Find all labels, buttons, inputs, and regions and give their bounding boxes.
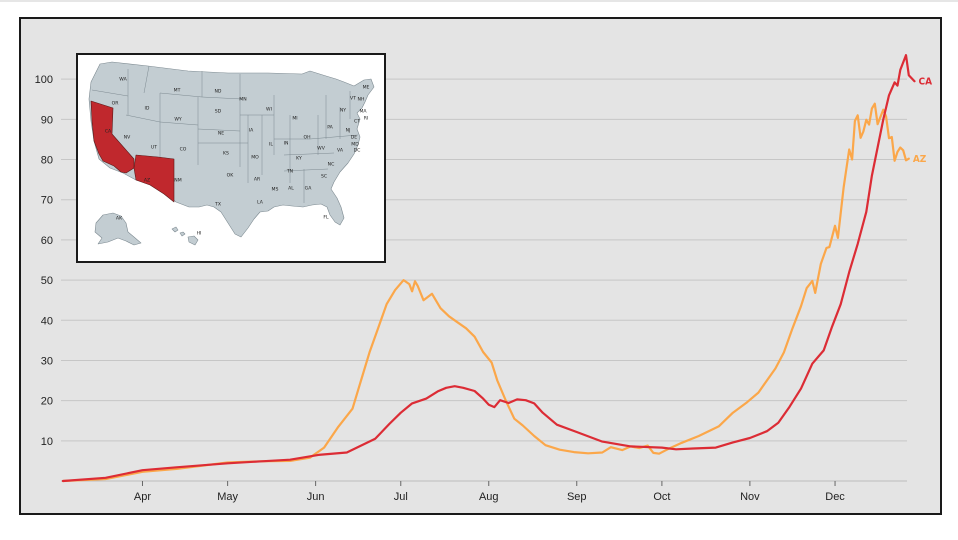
state-label-mo: MO [251, 155, 259, 161]
state-label-ct: CT [354, 119, 360, 125]
y-tick-label: 100 [35, 74, 53, 86]
state-label-va: VA [337, 148, 344, 154]
inset-map: WA OR CA NV ID MT WY UT AZ CO NM ND SD NE KS OK TX MN IA MO… [76, 53, 386, 263]
y-tick-label: 60 [41, 235, 53, 247]
x-tick-label: Dec [825, 491, 845, 503]
y-tick-label: 50 [41, 275, 53, 287]
state-label-hi: HI [197, 231, 202, 237]
state-label-tx: TX [214, 202, 221, 208]
state-label-ny: NY [340, 108, 346, 114]
state-label-ma: MA [359, 109, 367, 115]
y-tick-label: 30 [41, 355, 53, 367]
contiguous-us-shape [88, 61, 375, 238]
x-tick-label: Oct [653, 491, 670, 503]
state-label-wv: WV [317, 146, 326, 152]
state-label-wa: WA [119, 77, 127, 83]
state-label-md: MD [351, 142, 359, 148]
state-label-wy: WY [174, 117, 182, 123]
y-tick-label: 10 [41, 436, 53, 448]
series-labels: AZ CA [913, 77, 932, 166]
y-axis: 10 20 30 40 50 60 70 80 90 100 [35, 74, 53, 448]
x-tick-label: Jun [307, 491, 325, 503]
y-tick-label: 90 [41, 114, 53, 126]
state-label-in: IN [284, 141, 289, 147]
state-label-al: AL [288, 186, 294, 192]
state-label-ia: IA [249, 128, 254, 134]
state-label-sc: SC [321, 174, 327, 180]
state-label-id: ID [145, 106, 150, 112]
y-tick-label: 20 [41, 396, 53, 408]
state-label-nc: NC [328, 162, 335, 168]
state-label-ga: GA [305, 186, 313, 192]
state-label-mi: MI [292, 116, 297, 122]
state-borders [91, 65, 359, 203]
state-label-ne: NE [218, 131, 224, 137]
state-label-sd: SD [215, 109, 222, 115]
x-tick-label: Aug [479, 491, 499, 503]
arizona-shape [133, 154, 175, 203]
series-line-ca [61, 54, 916, 483]
state-label-pa: PA [327, 125, 333, 131]
state-labels: WA OR CA NV ID MT WY UT AZ CO NM ND SD NE KS OK TX MN IA MO… [105, 77, 370, 237]
state-label-dc: DC [354, 148, 361, 154]
state-label-ok: OK [227, 173, 235, 179]
state-label-ms: MS [272, 187, 279, 193]
series-lines [61, 54, 916, 483]
y-tick-label: 80 [41, 155, 53, 167]
state-label-fl: FL [323, 215, 329, 221]
us-map: WA OR CA NV ID MT WY UT AZ CO NM ND SD NE KS OK TX MN IA MO… [88, 61, 375, 246]
alaska-shape [94, 212, 142, 246]
state-label-ks: KS [223, 151, 229, 157]
top-divider [0, 0, 958, 2]
state-label-oh: OH [303, 135, 310, 141]
state-label-vt: VT [350, 96, 356, 102]
x-tick-label: Nov [740, 491, 760, 503]
x-tick-label: Apr [134, 491, 151, 503]
state-label-il: IL [269, 142, 273, 148]
state-label-ri: RI [364, 116, 369, 122]
state-label-ut: UT [151, 145, 157, 151]
state-label-de: DE [351, 135, 358, 141]
highlighted-states [90, 100, 175, 203]
y-tick-label: 70 [41, 195, 53, 207]
x-tick-label: Jul [394, 491, 408, 503]
hawaii-shape [171, 226, 199, 246]
state-label-nd: ND [215, 89, 222, 95]
state-label-wi: WI [266, 107, 272, 113]
california-shape [90, 100, 135, 174]
x-axis: Apr May Jun Jul Aug Sep Oct Nov Dec [134, 481, 845, 503]
state-label-az: AZ [144, 178, 150, 184]
x-tick-label: May [217, 491, 238, 503]
state-label-nj: NJ [346, 128, 351, 134]
series-line-az [61, 102, 910, 483]
state-label-la: LA [257, 200, 264, 206]
series-label-ca: CA [919, 77, 933, 88]
state-label-co: CO [180, 147, 187, 153]
state-label-nh: NH [358, 97, 365, 103]
y-tick-label: 40 [41, 315, 53, 327]
x-tick-label: Sep [567, 491, 587, 503]
state-label-nv: NV [124, 135, 131, 141]
state-label-tn: TN [286, 169, 293, 175]
state-label-ar: AR [254, 177, 261, 183]
state-label-mn: MN [239, 97, 246, 103]
state-label-mt: MT [174, 88, 181, 94]
state-label-ca: CA [105, 129, 112, 135]
state-label-me: ME [363, 85, 370, 91]
state-label-ak: AK [116, 216, 123, 222]
state-label-nm: NM [174, 178, 181, 184]
series-label-az: AZ [913, 154, 927, 165]
state-label-or: OR [112, 101, 120, 107]
state-label-ky: KY [296, 156, 302, 162]
